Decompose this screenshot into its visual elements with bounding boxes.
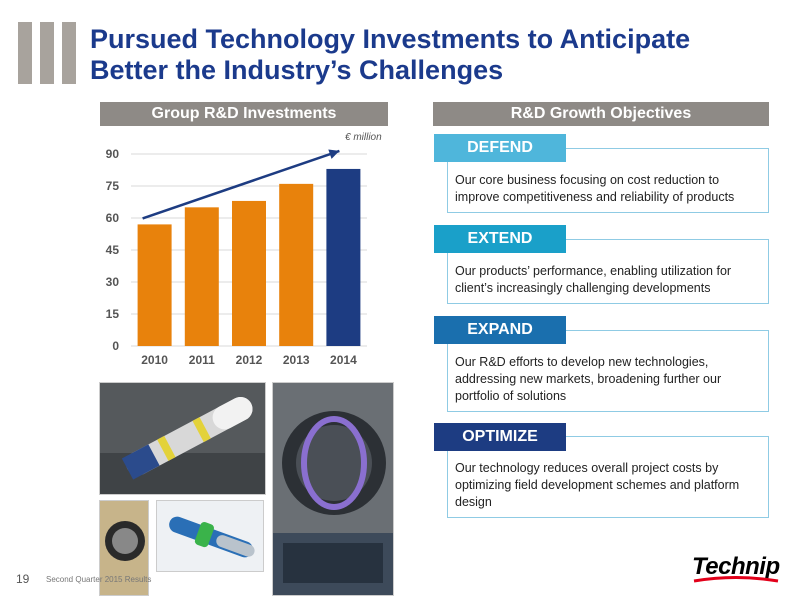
bar-chart-svg: 0 15 30 45 60 75 90 2010 2011 2012 2013 2014	[106, 147, 367, 367]
pipe-rendering-image	[156, 500, 264, 572]
x-tick-label: 2013	[283, 353, 310, 367]
bar	[232, 200, 266, 346]
objective-optimize-label: OPTIMIZE	[434, 423, 566, 451]
objective-extend-label: EXTEND	[434, 225, 566, 253]
footer-text: Second Quarter 2015 Results	[46, 575, 152, 584]
x-tick-label: 2014	[330, 353, 357, 367]
y-tick-label: 75	[106, 179, 120, 193]
title-line-1: Pursued Technology Investments to Antici…	[90, 24, 691, 54]
unit-label: € million	[345, 132, 382, 143]
bar	[279, 183, 314, 346]
y-tick-label: 30	[106, 275, 120, 289]
objective-defend-label: DEFEND	[434, 134, 566, 162]
bar	[184, 207, 219, 346]
x-tick-label: 2010	[141, 353, 168, 367]
y-tick-label: 15	[106, 307, 120, 321]
flexible-pipe-photo	[99, 382, 266, 495]
bar	[137, 224, 172, 346]
pipe-cross-section-photo	[99, 500, 149, 596]
page-title: Pursued Technology Investments to Antici…	[90, 24, 780, 86]
x-tick-label: 2012	[236, 353, 263, 367]
objective-expand-label: EXPAND	[434, 316, 566, 344]
trend-arrow-head	[328, 149, 340, 159]
bar	[326, 168, 361, 346]
technip-logo-text: Technip	[692, 553, 780, 580]
trend-arrow-line	[142, 149, 340, 220]
y-tick-label: 0	[112, 339, 119, 353]
objective-expand-text: Our R&D efforts to develop new technolog…	[455, 355, 722, 403]
technip-logo: Technip	[690, 552, 782, 586]
y-tick-label: 60	[106, 211, 120, 225]
x-tick-label: 2011	[189, 353, 215, 367]
technip-logo-svg: Technip	[692, 553, 780, 583]
title-line-2: Better the Industry’s Challenges	[90, 55, 504, 85]
machinery-photo	[272, 382, 394, 596]
rd-investments-header: Group R&D Investments	[100, 102, 388, 126]
page-number: 19	[16, 572, 30, 586]
rd-objectives-header: R&D Growth Objectives	[433, 102, 769, 126]
y-tick-label: 90	[106, 147, 120, 161]
objective-extend-text: Our products’ performance, enabling util…	[455, 264, 732, 295]
rd-investments-chart: 0 15 30 45 60 75 90 2010 2011 2012 2013 2014 € mill…	[95, 128, 385, 376]
objective-defend-text: Our core business focusing on cost reduc…	[455, 173, 735, 204]
y-tick-label: 45	[106, 243, 120, 257]
title-decoration	[18, 22, 78, 84]
objective-optimize-text: Our technology reduces overall project c…	[455, 461, 740, 509]
